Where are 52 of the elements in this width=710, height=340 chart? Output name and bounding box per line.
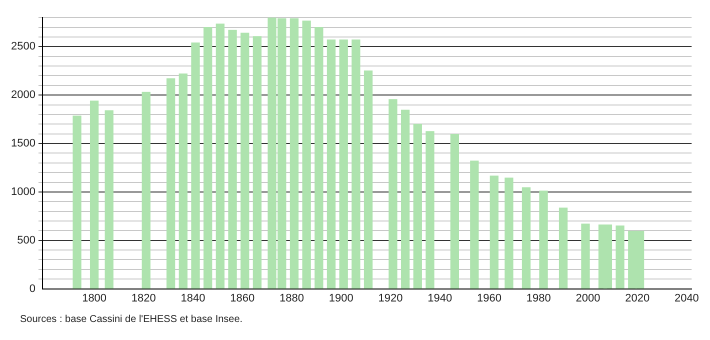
bar — [339, 40, 348, 289]
bar — [72, 116, 82, 289]
y-tick-label: 2000 — [10, 89, 36, 102]
y-tick-label: 0 — [29, 282, 36, 295]
bar — [352, 40, 360, 289]
bar — [539, 190, 548, 289]
bar — [166, 78, 176, 289]
bar — [191, 42, 200, 289]
bar — [142, 92, 150, 289]
bar — [240, 32, 250, 289]
bar — [558, 208, 568, 289]
x-tick-label: 1840 — [180, 292, 206, 304]
source-note: Sources : base Cassini de l'EHESS et base Insee. — [20, 314, 244, 325]
x-tick-label: 1920 — [378, 292, 403, 304]
bar — [522, 187, 531, 289]
x-tick-label: 1980 — [526, 292, 551, 304]
x-tick-label: 1900 — [328, 292, 354, 304]
x-tick-label: 2040 — [674, 292, 699, 304]
bar — [470, 160, 479, 289]
y-tick-label: 500 — [17, 234, 36, 246]
bar — [400, 110, 410, 289]
y-tick-label: 1000 — [10, 186, 36, 198]
x-tick-label: 2020 — [625, 292, 650, 304]
bar — [490, 176, 498, 289]
bar — [413, 124, 422, 289]
bar — [504, 178, 514, 289]
bar — [216, 24, 225, 289]
bar — [228, 30, 237, 289]
bar — [426, 131, 434, 289]
x-tick-label: 1940 — [428, 292, 452, 304]
x-tick-label: 1880 — [280, 292, 304, 304]
bar — [290, 18, 299, 289]
bar — [326, 40, 336, 289]
x-tick-label: 1820 — [131, 292, 156, 304]
bar — [302, 20, 311, 289]
x-tick-label: 2000 — [576, 292, 600, 304]
bar — [314, 26, 324, 289]
bar — [388, 99, 398, 289]
x-tick-label: 1960 — [476, 292, 502, 304]
bar — [364, 70, 373, 289]
bar — [616, 226, 624, 289]
y-tick-label: 1500 — [10, 138, 36, 150]
bar — [204, 26, 212, 289]
x-tick-label: 1860 — [230, 292, 255, 304]
y-tick-label: 2500 — [10, 40, 36, 53]
bar — [581, 224, 590, 289]
x-tick-label: 1800 — [82, 292, 107, 304]
bar — [450, 134, 459, 289]
bar — [252, 36, 262, 289]
bar — [178, 73, 188, 289]
bar — [104, 110, 114, 289]
bar — [90, 100, 99, 289]
